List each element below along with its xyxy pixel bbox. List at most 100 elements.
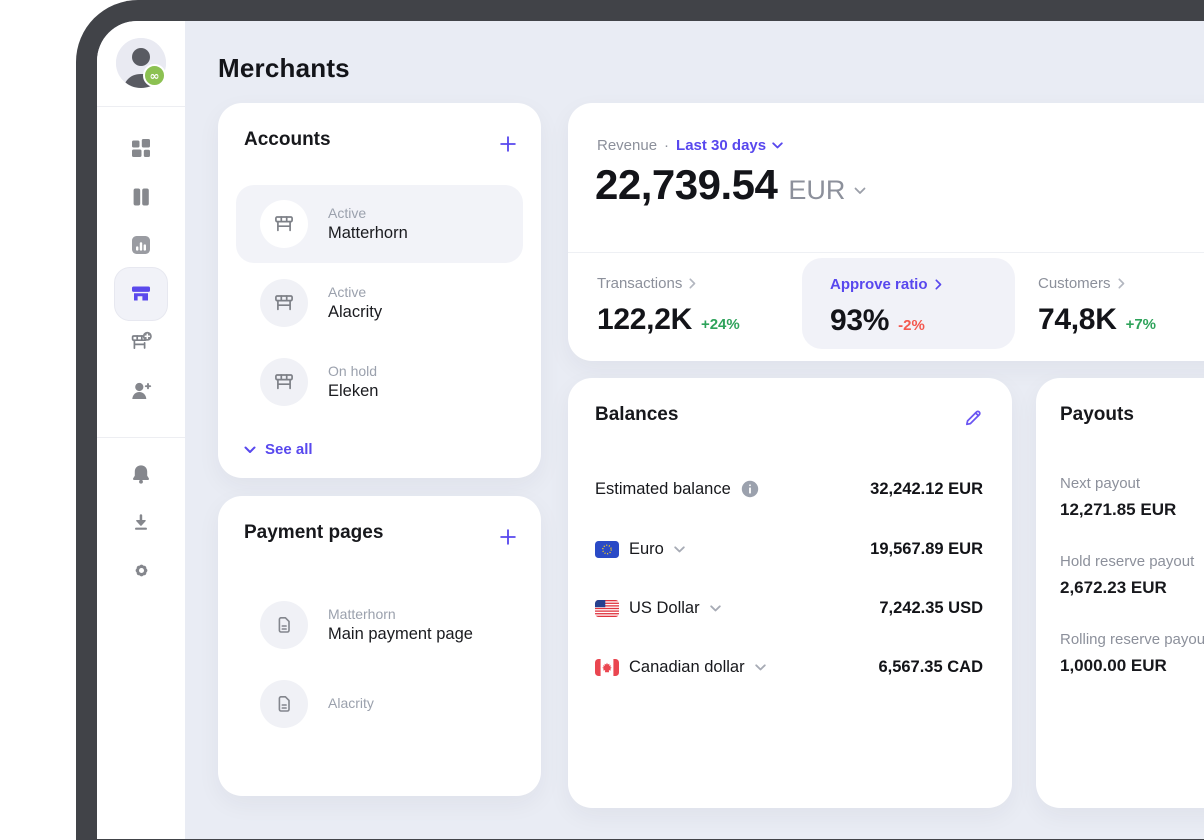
main-content: Merchants Accounts (185, 21, 1204, 839)
account-status: Active (328, 284, 367, 300)
columns-icon (133, 188, 149, 206)
stat-value: 74,8K (1038, 303, 1117, 336)
us-flag-icon (595, 599, 619, 617)
status-badge: ∞ (143, 64, 166, 87)
user-add-icon (132, 382, 152, 399)
stat-label: Customers (1038, 275, 1111, 292)
sidebar-item-settings[interactable] (119, 548, 163, 592)
account-name: Matterhorn (328, 224, 408, 242)
payment-page-account: Matterhorn (328, 606, 396, 622)
payout-rolling-reserve: Rolling reserve payout 1,000.00 EUR (1060, 631, 1204, 676)
payout-label: Rolling reserve payout (1060, 631, 1204, 648)
chevron-right-icon (689, 278, 696, 289)
estimated-balance-value: 32,242.12 EUR (870, 479, 983, 498)
currency-selector-cad[interactable]: Canadian dollar (595, 658, 766, 677)
download-icon (135, 514, 147, 530)
balance-row-eur: Euro 19,567.89 EUR (595, 534, 983, 564)
sidebar-item-dashboard[interactable] (119, 126, 163, 170)
estimated-balance-label: Estimated balance (595, 479, 731, 498)
account-status: Active (328, 205, 367, 221)
payout-value: 2,672.23 EUR (1060, 578, 1167, 597)
divider (568, 252, 1204, 253)
revenue-separator: · (664, 137, 670, 154)
stat-transactions[interactable]: Transactions 122,2K +24% (597, 275, 740, 337)
currency-selector-eur[interactable]: Euro (595, 540, 685, 559)
account-name: Alacrity (328, 303, 383, 321)
currency-value: 6,567.35 CAD (878, 657, 983, 676)
sidebar-item-notifications[interactable] (119, 452, 163, 496)
document-icon (260, 680, 308, 728)
currency-name: Euro (629, 539, 664, 558)
payout-value: 1,000.00 EUR (1060, 656, 1167, 675)
account-status: On hold (328, 363, 378, 379)
stat-delta: +7% (1125, 316, 1157, 333)
sidebar-item-merchants[interactable] (114, 267, 168, 321)
chevron-right-icon (934, 279, 941, 290)
account-row-matterhorn[interactable]: Active Matterhorn (236, 185, 523, 263)
stat-approve-ratio[interactable]: Approve ratio 93% -2% (802, 258, 1015, 349)
estimated-balance-left: Estimated balance (595, 480, 759, 499)
revenue-label: Revenue (597, 137, 658, 154)
sidebar-item-store-add[interactable] (119, 320, 163, 364)
currency-selector-usd[interactable]: US Dollar (595, 599, 721, 618)
account-row-alacrity[interactable]: Active Alacrity (236, 264, 523, 342)
stat-label: Transactions (597, 275, 683, 292)
revenue-amount: 22,739.54 (595, 161, 778, 208)
plus-icon (500, 529, 516, 545)
sidebar: ∞ (97, 21, 185, 839)
payout-value: 12,271.85 EUR (1060, 500, 1177, 519)
currency-name: US Dollar (629, 598, 700, 617)
revenue-amount-row: 22,739.54 EUR (595, 161, 866, 209)
store-icon (260, 200, 308, 248)
chevron-down-icon (709, 604, 721, 611)
stat-value: 93% (830, 304, 890, 337)
revenue-currency: EUR (788, 175, 846, 205)
device-frame: ∞ (76, 0, 1204, 840)
period-selector[interactable]: Last 30 days (676, 137, 783, 154)
accounts-title: Accounts (244, 129, 331, 150)
info-icon[interactable] (741, 480, 759, 498)
gear-icon (135, 564, 147, 576)
sidebar-divider (97, 106, 185, 107)
chevron-down-icon (674, 545, 685, 552)
currency-value: 19,567.89 EUR (870, 539, 983, 558)
pencil-icon (965, 410, 981, 426)
stat-delta: +24% (700, 316, 740, 333)
see-all-link[interactable]: See all (244, 441, 313, 458)
page-title: Merchants (218, 53, 350, 83)
chevron-down-icon (754, 663, 766, 670)
stat-value: 122,2K (597, 303, 692, 336)
store-icon (260, 358, 308, 406)
sidebar-divider (97, 437, 185, 438)
stat-label: Approve ratio (830, 276, 928, 293)
sidebar-item-analytics[interactable] (119, 223, 163, 267)
payment-page-name: Main payment page (328, 625, 473, 643)
analytics-icon (132, 236, 150, 254)
balance-row-cad: Canadian dollar 6,567.35 CAD (595, 652, 983, 682)
user-avatar[interactable] (116, 38, 166, 88)
payout-label: Hold reserve payout (1060, 553, 1195, 570)
chevron-down-icon (772, 142, 783, 149)
add-payment-page-button[interactable] (495, 524, 521, 550)
store-add-icon (131, 331, 152, 350)
sidebar-item-transactions[interactable] (119, 175, 163, 219)
store-icon (260, 279, 308, 327)
stat-approve-ratio-content: Approve ratio 93% -2% (830, 276, 942, 338)
currency-selector[interactable] (854, 182, 866, 200)
payment-page-row[interactable]: Matterhorn Main payment page (236, 586, 523, 664)
payment-pages-title: Payment pages (244, 522, 384, 543)
payout-label: Next payout (1060, 475, 1141, 492)
account-row-eleken[interactable]: On hold Eleken (236, 343, 523, 421)
stat-customers[interactable]: Customers 74,8K +7% (1038, 275, 1156, 337)
sidebar-item-user-add[interactable] (119, 369, 163, 413)
edit-balances-button[interactable] (960, 405, 986, 431)
account-name: Eleken (328, 382, 379, 400)
see-all-label: See all (265, 441, 313, 458)
revenue-card: Revenue · Last 30 days 22,739.54 EUR (568, 103, 1204, 361)
payment-page-row[interactable]: Alacrity (236, 665, 523, 743)
sidebar-item-downloads[interactable] (119, 500, 163, 544)
payouts-card: Payouts Next payout 12,271.85 EUR Hold r… (1036, 378, 1204, 808)
period-label: Last 30 days (676, 137, 767, 154)
currency-value: 7,242.35 USD (879, 598, 983, 617)
add-account-button[interactable] (495, 131, 521, 157)
